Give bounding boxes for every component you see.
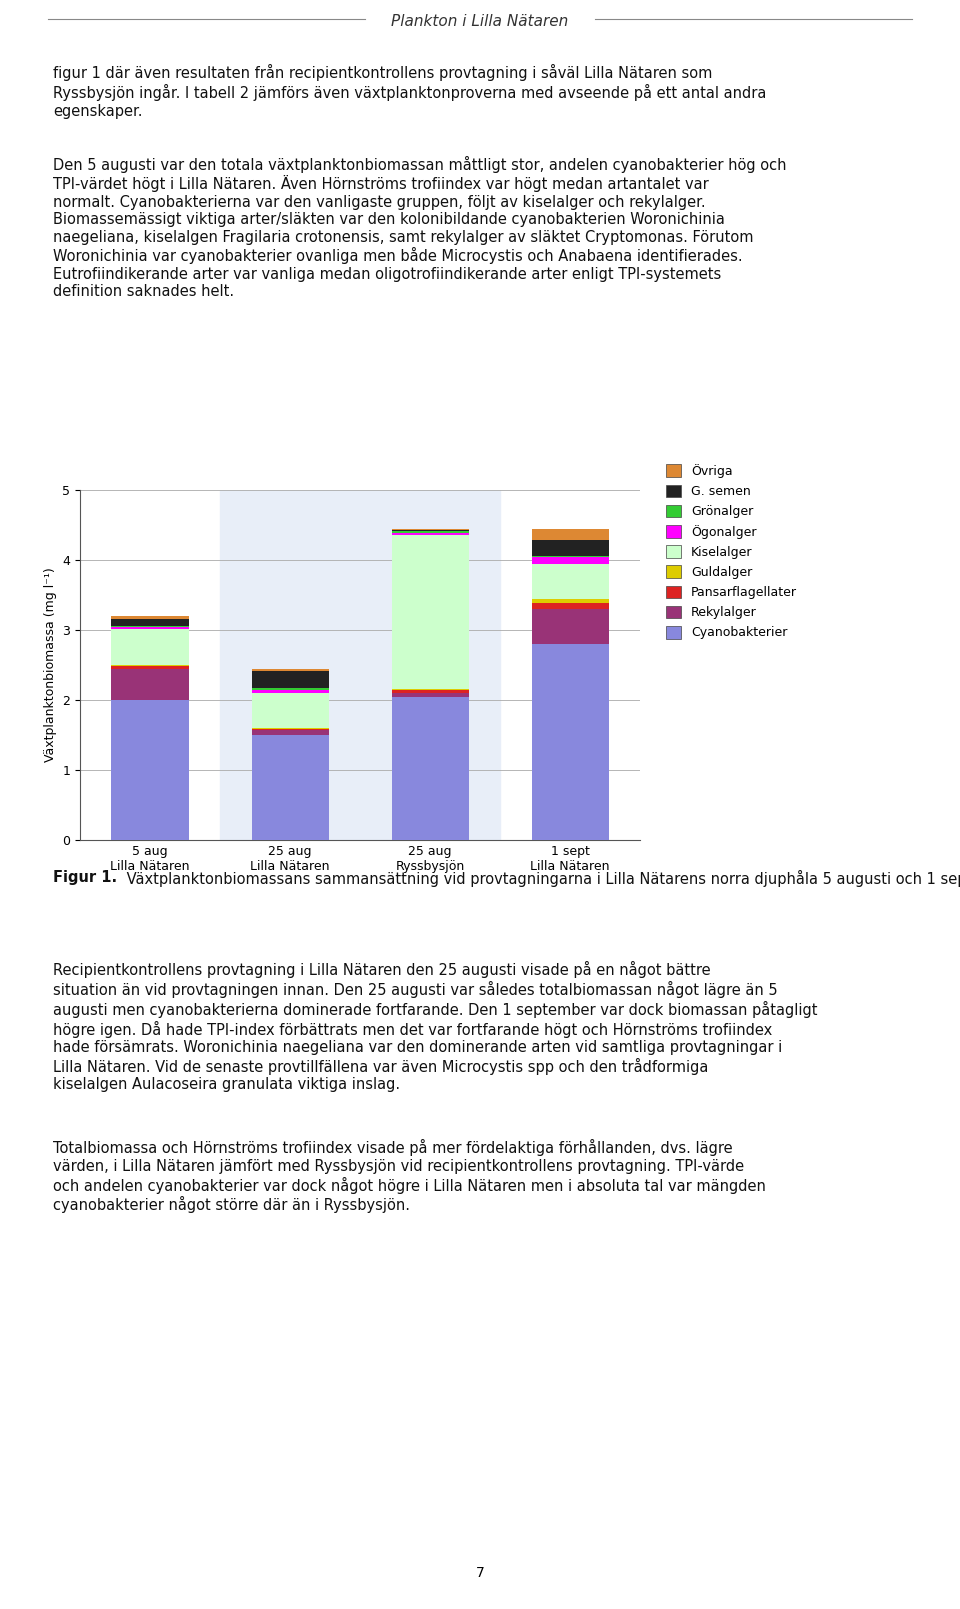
Bar [392,533,468,534]
Bar [532,603,609,608]
Bar [252,735,328,840]
Bar [532,644,609,840]
Bar [111,668,188,700]
Text: Den 5 augusti var den totala växtplanktonbiomassan måttligt stor, andelen cyanob: Den 5 augusti var den totala växtplankto… [53,156,786,299]
Bar [111,629,188,665]
Bar [252,668,328,671]
Bar [532,608,609,644]
Bar [220,491,360,840]
Bar [532,557,609,565]
Bar [392,534,468,689]
Text: Totalbiomassa och Hörnströms trofiindex visade på mer fördelaktiga förhållanden,: Totalbiomassa och Hörnströms trofiindex … [53,1139,766,1213]
Bar [252,671,328,689]
Text: Växtplanktonbiomassans sammansättning vid provtagningarna i Lilla Nätarens norra: Växtplanktonbiomassans sammansättning vi… [122,870,960,887]
Bar [532,599,609,603]
Bar [532,541,609,555]
Legend: Övriga, G. semen, Grönalger, Ögonalger, Kiselalger, Guldalger, Pansarflagellater: Övriga, G. semen, Grönalger, Ögonalger, … [666,463,797,639]
Bar [392,693,468,697]
Bar [532,565,609,599]
Text: figur 1 där även resultaten från recipientkontrollens provtagning i såväl Lilla : figur 1 där även resultaten från recipie… [53,64,766,119]
Bar [392,690,468,693]
Text: Plankton i Lilla Nätaren: Plankton i Lilla Nätaren [392,14,568,29]
Text: 7: 7 [475,1566,485,1580]
Text: Recipientkontrollens provtagning i Lilla Nätaren den 25 augusti visade på en någ: Recipientkontrollens provtagning i Lilla… [53,961,817,1093]
Text: Figur 1.: Figur 1. [53,870,117,885]
Bar [111,666,188,668]
Bar [111,700,188,840]
Bar [252,690,328,693]
Bar [111,619,188,626]
Bar [252,730,328,735]
Bar [392,697,468,840]
Bar [532,528,609,541]
Bar [111,616,188,619]
Bar [252,693,328,727]
Y-axis label: Växtplanktonbiomassa (mg l⁻¹): Växtplanktonbiomassa (mg l⁻¹) [44,568,57,763]
Bar [360,491,500,840]
